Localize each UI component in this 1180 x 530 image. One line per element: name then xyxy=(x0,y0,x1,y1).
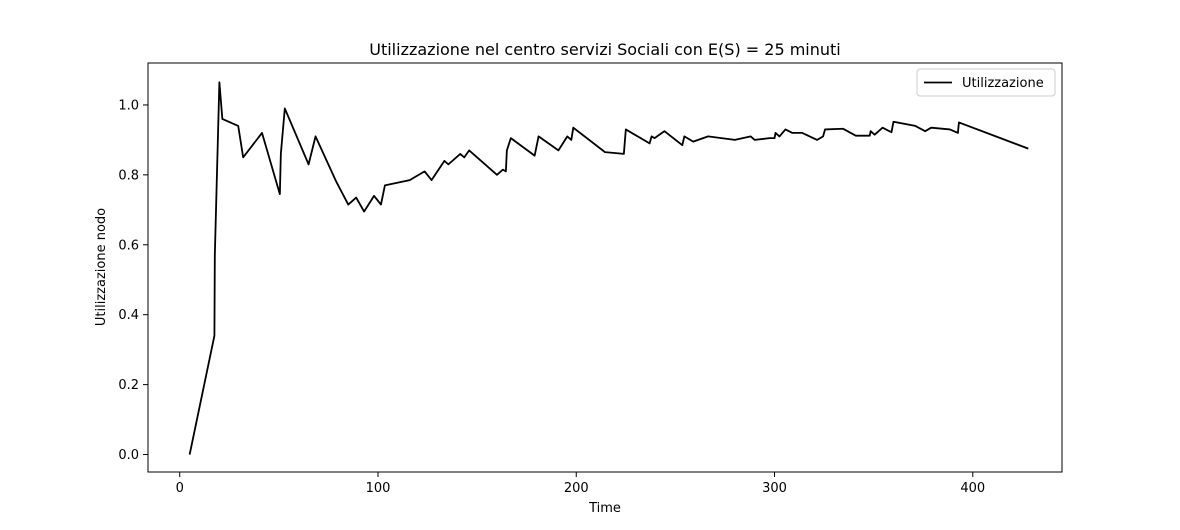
y-tick-label: 0.2 xyxy=(118,378,139,393)
legend: Utilizzazione xyxy=(916,68,1056,97)
x-tick-label: 200 xyxy=(564,481,589,496)
x-tick-label: 400 xyxy=(960,481,985,496)
x-axis-label: Time xyxy=(588,501,621,516)
y-axis-label: Utilizzazione nodo xyxy=(94,208,109,326)
x-tick-label: 0 xyxy=(176,481,184,496)
y-tick-label: 0.0 xyxy=(118,448,139,463)
y-tick-label: 0.6 xyxy=(118,238,139,253)
plot-area-frame xyxy=(147,62,1063,473)
x-axis-ticks: 0 100 200 300 400 xyxy=(176,472,985,496)
chart-title: Utilizzazione nel centro servizi Sociali… xyxy=(369,40,840,59)
x-tick-label: 100 xyxy=(366,481,391,496)
x-tick-label: 300 xyxy=(762,481,787,496)
legend-label-utilizzazione: Utilizzazione xyxy=(962,76,1044,91)
series-line-utilizzazione xyxy=(188,81,1029,455)
y-tick-label: 0.4 xyxy=(118,308,139,323)
y-tick-label: 0.8 xyxy=(118,168,139,183)
legend-box xyxy=(916,68,1056,97)
y-axis-ticks: 0.0 0.2 0.4 0.6 0.8 1.0 xyxy=(118,98,148,463)
y-tick-label: 1.0 xyxy=(118,98,139,113)
